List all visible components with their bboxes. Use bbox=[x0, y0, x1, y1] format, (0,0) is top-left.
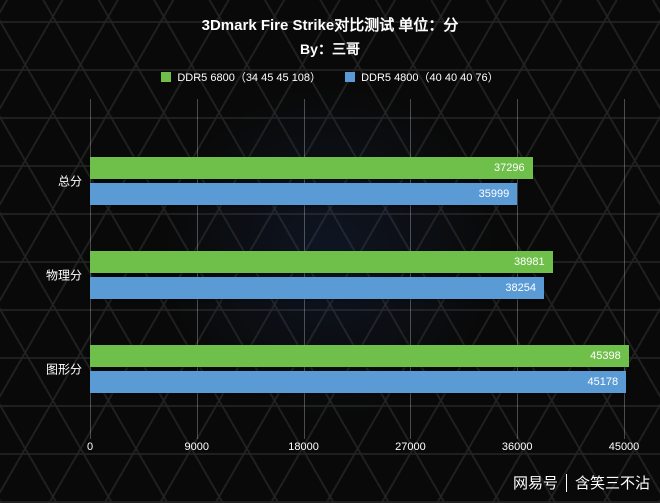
bar: 35999 bbox=[90, 183, 517, 205]
x-tick-label: 45000 bbox=[609, 441, 640, 453]
category-label: 物理分 bbox=[18, 267, 82, 284]
bar: 45178 bbox=[90, 371, 626, 393]
chart-title: 3Dmark Fire Strike对比测试 单位：分 bbox=[18, 14, 642, 35]
legend: DDR5 6800（34 45 45 108） DDR5 4800（40 40 … bbox=[18, 69, 642, 85]
x-tick-label: 27000 bbox=[395, 441, 426, 453]
bar-value-label: 38981 bbox=[514, 256, 545, 268]
x-axis-labels: 0900018000270003600045000 bbox=[90, 441, 624, 461]
watermark-left: 网易号 bbox=[513, 472, 558, 493]
x-tick-label: 18000 bbox=[288, 441, 319, 453]
legend-swatch-icon bbox=[161, 72, 171, 82]
bar-value-label: 45398 bbox=[590, 350, 621, 362]
x-tick-label: 9000 bbox=[185, 441, 209, 453]
bar: 38981 bbox=[90, 251, 553, 273]
bar-value-label: 38254 bbox=[505, 282, 536, 294]
bar: 38254 bbox=[90, 277, 544, 299]
legend-item: DDR5 4800（40 40 40 76） bbox=[345, 69, 499, 85]
bar-value-label: 37296 bbox=[494, 162, 525, 174]
category-label: 图形分 bbox=[18, 361, 82, 378]
bar-value-label: 45178 bbox=[588, 376, 619, 388]
chart-container: 3Dmark Fire Strike对比测试 单位：分 By：三哥 DDR5 6… bbox=[0, 0, 660, 503]
bar-group: 图形分4539845178 bbox=[90, 345, 624, 393]
separator-icon bbox=[566, 474, 567, 492]
bar-value-label: 35999 bbox=[479, 188, 510, 200]
legend-item: DDR5 6800（34 45 45 108） bbox=[161, 69, 321, 85]
plot-area: 0900018000270003600045000 总分3729635999物理… bbox=[90, 99, 624, 439]
bar: 37296 bbox=[90, 157, 533, 179]
legend-label: DDR5 4800（40 40 40 76） bbox=[361, 69, 499, 85]
legend-swatch-icon bbox=[345, 72, 355, 82]
category-label: 总分 bbox=[18, 173, 82, 190]
legend-label: DDR5 6800（34 45 45 108） bbox=[177, 69, 321, 85]
bar: 45398 bbox=[90, 345, 629, 367]
watermark: 网易号 含笑三不沾 bbox=[513, 472, 650, 493]
chart-byline: By：三哥 bbox=[18, 39, 642, 59]
x-tick-label: 0 bbox=[87, 441, 93, 453]
watermark-right: 含笑三不沾 bbox=[575, 472, 650, 493]
bar-group: 物理分3898138254 bbox=[90, 251, 624, 299]
x-tick-label: 36000 bbox=[502, 441, 533, 453]
bar-group: 总分3729635999 bbox=[90, 157, 624, 205]
